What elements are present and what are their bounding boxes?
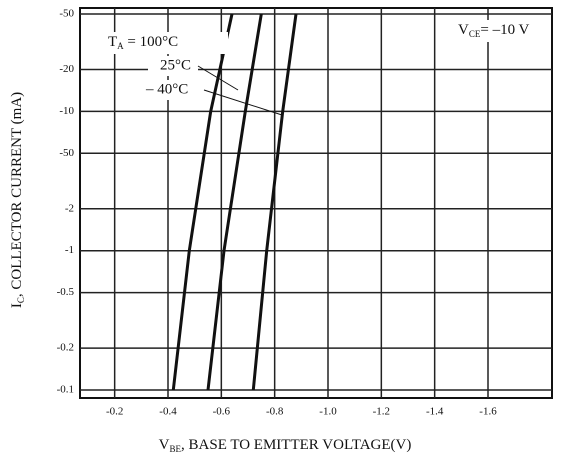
- leader-line: [203, 89, 283, 116]
- series-name: 100°C: [140, 34, 179, 50]
- cond-rest: = –10 V: [480, 22, 529, 38]
- series-line: [206, 13, 263, 391]
- y-tick-label: -2: [65, 202, 74, 214]
- condition-label: VCE= –10 V: [458, 22, 530, 39]
- series-label: TA = 100°C: [108, 34, 178, 51]
- prefix-rest: =: [124, 34, 140, 50]
- y-tick-label: -0.2: [57, 342, 74, 354]
- y-tick-label: -0.5: [57, 286, 75, 298]
- leader-line: [197, 65, 239, 91]
- series-label: – 40°C: [145, 81, 188, 97]
- label-bg: [142, 80, 204, 100]
- series-line: [171, 13, 234, 391]
- y-label-rest: , COLLECTOR CURRENT (mA): [9, 92, 25, 297]
- x-tick-label: -1.2: [373, 406, 390, 418]
- y-axis-label: IC, COLLECTOR CURRENT (mA): [9, 92, 26, 308]
- y-tick-label: -1: [65, 244, 74, 256]
- x-tick-label: -1.4: [426, 406, 444, 418]
- x-tick-label: -1.0: [319, 406, 337, 418]
- y-label-main: I: [9, 303, 25, 308]
- x-label-main: V: [159, 437, 170, 453]
- series-line: [251, 13, 298, 391]
- y-tick-label: -50: [59, 147, 74, 159]
- prefix-sub: A: [117, 41, 124, 51]
- x-label-rest: , BASE TO EMITTER VOLTAGE(V): [181, 437, 411, 453]
- x-tick-label: -0.6: [213, 406, 231, 418]
- cond-sub: CE: [469, 29, 481, 39]
- x-tick-label: -0.8: [266, 406, 284, 418]
- y-tick-label: -0.1: [57, 384, 74, 396]
- x-label-sub: BE: [170, 444, 182, 454]
- x-axis-label: VBE, BASE TO EMITTER VOLTAGE(V): [159, 437, 412, 454]
- label-bg: [440, 20, 548, 42]
- y-tick-label: -50: [59, 8, 74, 20]
- x-tick-label: -0.2: [106, 406, 123, 418]
- y-tick-label: -20: [59, 63, 74, 75]
- label-bg: [148, 56, 198, 76]
- series-label: 25°C: [160, 57, 191, 73]
- y-tick-label: -10: [59, 105, 74, 117]
- prefix-main: T: [108, 34, 117, 50]
- cond-main: V: [458, 22, 469, 38]
- label-bg: [104, 32, 228, 54]
- x-tick-label: -1.6: [479, 406, 497, 418]
- x-tick-label: -0.4: [159, 406, 177, 418]
- y-label-sub: C: [16, 297, 26, 303]
